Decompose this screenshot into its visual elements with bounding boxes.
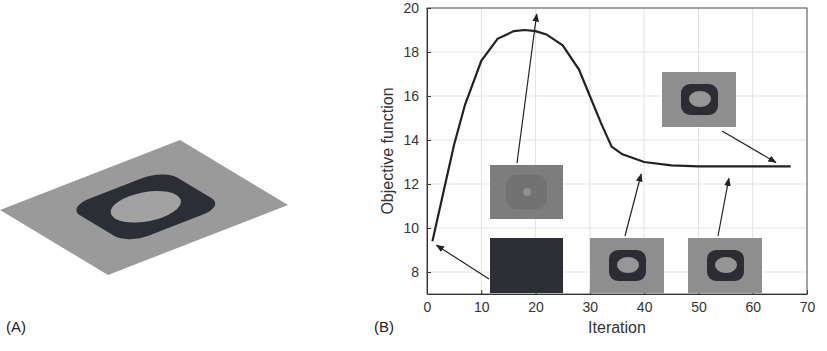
tick: 20	[403, 0, 431, 16]
inset-image	[590, 238, 664, 293]
tick-label: 50	[691, 299, 707, 315]
tick-label: 18	[403, 44, 419, 60]
inset	[662, 72, 736, 127]
grid-line	[427, 52, 807, 53]
tick-mark	[427, 228, 431, 229]
tick-label: 12	[403, 176, 419, 192]
tick-mark	[427, 96, 431, 97]
tick: 18	[403, 44, 431, 60]
inset	[590, 238, 664, 293]
panel-label: (A)	[6, 318, 26, 335]
inset-ring	[707, 250, 744, 281]
tick: 30	[583, 290, 599, 315]
tick-label: 10	[474, 299, 490, 315]
inset-region	[523, 188, 531, 196]
grid-line	[481, 8, 482, 294]
tick-label: 8	[411, 264, 419, 280]
tick: 8	[411, 264, 431, 280]
arrow	[722, 131, 776, 162]
tick-label: 16	[403, 88, 419, 104]
grid-line	[427, 184, 807, 185]
tick: 10	[474, 290, 490, 315]
panel-a	[0, 140, 288, 275]
plot-frame	[427, 8, 807, 294]
tick-mark	[427, 140, 431, 141]
arrow	[625, 174, 641, 236]
tick: 70	[800, 290, 816, 315]
x-axis: 0 10 20 30 40 50 60 70	[424, 290, 816, 315]
arrow	[718, 178, 729, 236]
tick-mark	[807, 290, 808, 294]
axis-line	[428, 294, 808, 295]
marks	[432, 30, 790, 241]
y-axis-title: Objective function	[379, 87, 396, 214]
insets	[436, 14, 775, 293]
tick-label: 40	[637, 299, 653, 315]
tick-mark	[481, 290, 482, 294]
tick-mark	[427, 8, 431, 9]
panel-b: 0 10 20 30 40 50 60 70 8 10 12 14 16 18 20	[403, 0, 815, 315]
inset	[490, 165, 563, 219]
tick-label: 70	[800, 299, 816, 315]
tick-label: 20	[528, 299, 544, 315]
tick: 10	[403, 220, 431, 236]
axis-line	[427, 9, 428, 295]
tick-mark	[427, 184, 431, 185]
inset	[688, 238, 762, 293]
tick: 20	[528, 290, 544, 315]
grid-line	[427, 96, 807, 97]
tick-label: 14	[403, 132, 419, 148]
inset-region	[617, 257, 639, 273]
ring	[67, 170, 225, 244]
x-axis-title: Iteration	[588, 319, 646, 336]
y-axis: 8 10 12 14 16 18 20	[403, 0, 431, 294]
grid-line	[427, 228, 807, 229]
tick: 12	[403, 176, 431, 192]
tick: 16	[403, 88, 431, 104]
inset-ring	[681, 84, 718, 115]
arrow	[436, 245, 489, 279]
inset-image	[688, 238, 762, 293]
inset-image	[490, 165, 563, 219]
inset	[490, 238, 563, 293]
plate	[0, 140, 288, 275]
inset-image	[662, 72, 736, 127]
tick-label: 30	[583, 299, 599, 315]
tick-label: 0	[424, 299, 432, 315]
inset-ring	[609, 250, 646, 281]
tick: 50	[691, 290, 707, 315]
grid-line	[427, 140, 807, 141]
tick: 40	[637, 290, 653, 315]
line	[432, 30, 790, 241]
tick: 14	[403, 132, 431, 148]
arrow	[517, 14, 537, 163]
tick-label: 10	[403, 220, 419, 236]
inset-region	[689, 91, 711, 107]
tick-mark	[427, 52, 431, 53]
inset-region	[715, 257, 737, 273]
inset-image	[490, 238, 563, 293]
tick: 60	[745, 290, 761, 315]
tick-label: 20	[403, 0, 419, 16]
inset-region	[506, 175, 547, 209]
tick-label: 60	[745, 299, 761, 315]
grid	[427, 8, 807, 294]
figure: 0 10 20 30 40 50 60 70 8 10 12 14 16 18 20 Iteration Obj…	[0, 0, 827, 351]
inner-region	[98, 185, 194, 230]
panel-label: (B)	[374, 318, 394, 335]
tick-mark	[427, 272, 431, 273]
